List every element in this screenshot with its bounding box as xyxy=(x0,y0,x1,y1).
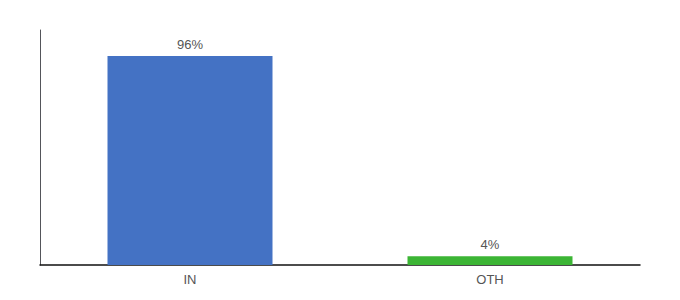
svg-text:4%: 4% xyxy=(481,237,500,252)
svg-text:IN: IN xyxy=(184,272,197,287)
svg-text:OTH: OTH xyxy=(476,272,503,287)
svg-text:96%: 96% xyxy=(177,37,203,52)
